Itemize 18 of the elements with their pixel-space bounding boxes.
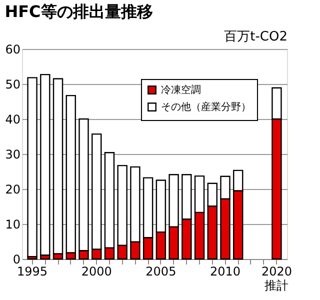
bar (40, 74, 50, 256)
y-tick-label: 50 (5, 78, 20, 92)
y-tick-label: 60 (5, 42, 20, 56)
y-tick-label: 20 (5, 182, 20, 196)
chart-title: HFC等の排出量推移 (4, 2, 153, 21)
legend-label: 冷凍空調 (161, 84, 201, 96)
y-tick-label: 10 (5, 218, 20, 232)
x-tick-label: 2005 (146, 264, 176, 278)
y-tick-label: 40 (5, 112, 20, 126)
x-tick-label: 2020 推計 (261, 264, 292, 292)
bar (27, 77, 38, 258)
y-tick-label: 30 (5, 148, 20, 162)
x-tick-label: 1995 (17, 264, 48, 278)
x-tick-label: 2000 (81, 264, 112, 278)
x-tick-label: 2010 (210, 264, 241, 278)
legend-label: その他（産業分野） (161, 101, 251, 113)
y-axis-title: 百万t-CO2 (224, 30, 288, 44)
y-tick-label: 0 (12, 252, 20, 266)
